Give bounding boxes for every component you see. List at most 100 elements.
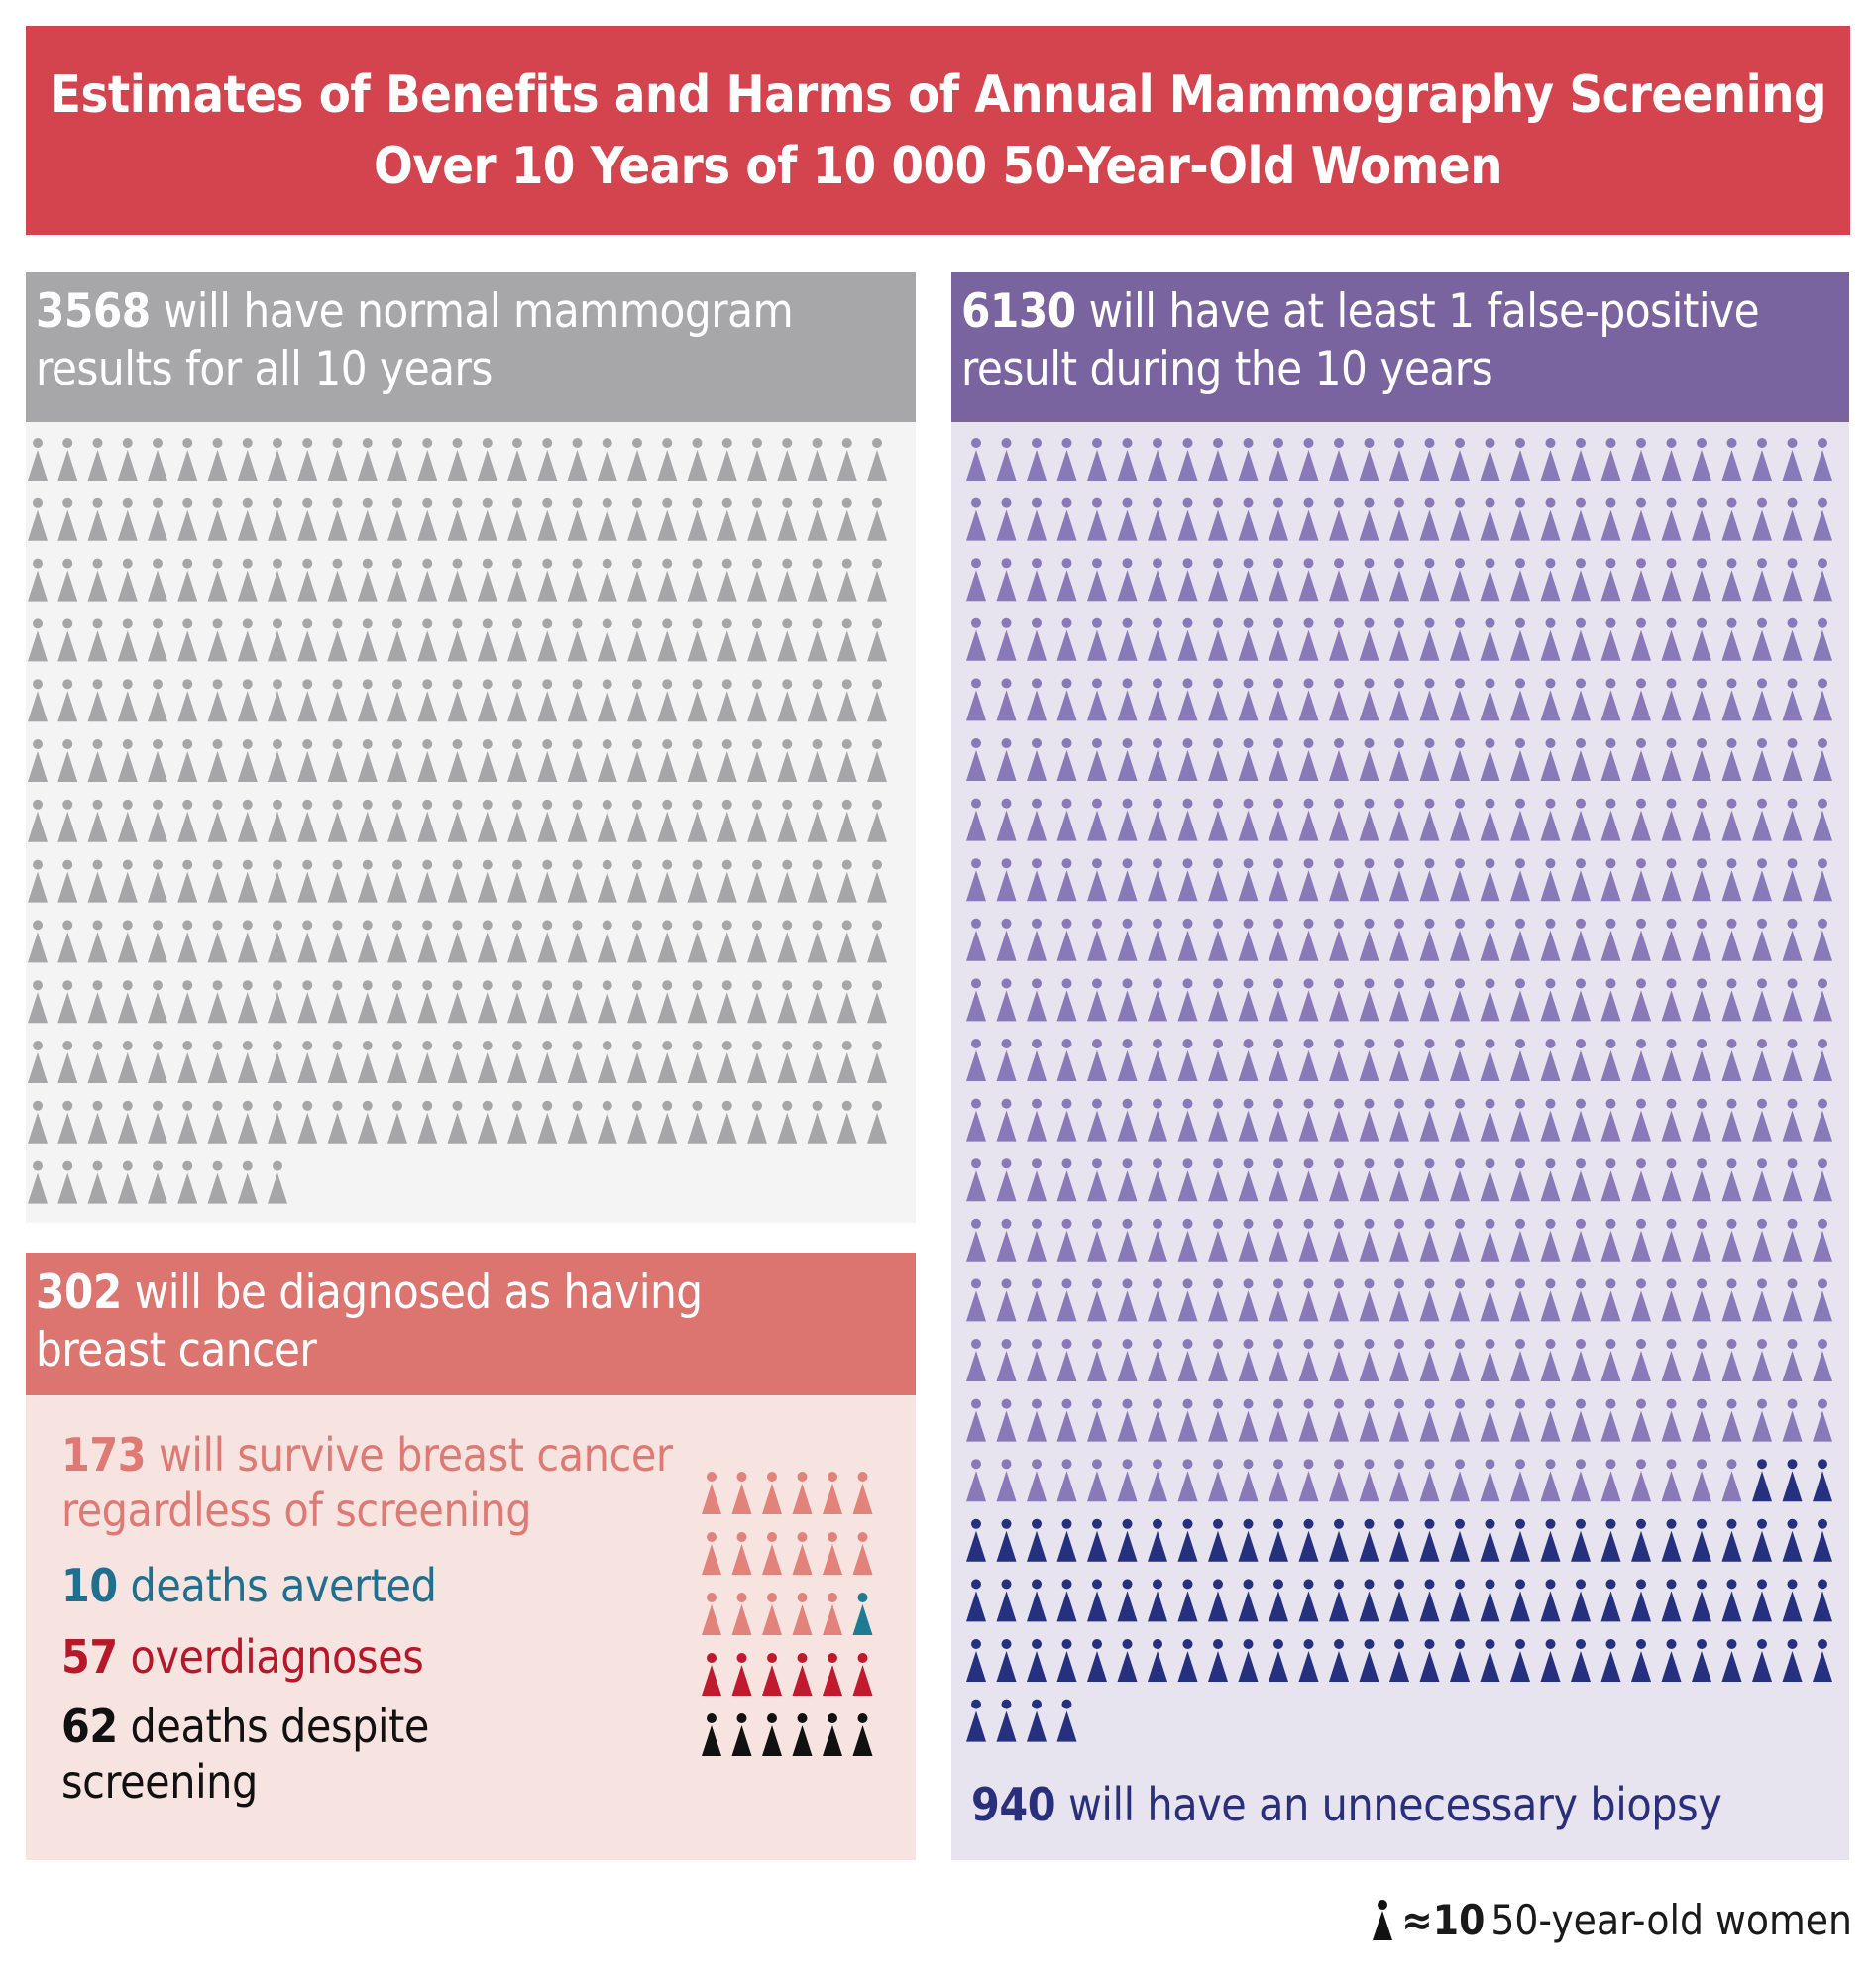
woman-icon-normal xyxy=(807,980,828,1024)
woman-icon-false-positive xyxy=(1813,918,1832,961)
woman-icon-false-positive xyxy=(1329,1398,1349,1442)
woman-icon-normal xyxy=(207,799,228,842)
woman-icon-false-positive xyxy=(1752,617,1772,661)
woman-icon-false-positive xyxy=(1359,1339,1379,1381)
woman-icon-biopsy xyxy=(1298,1639,1319,1682)
woman-icon-false-positive xyxy=(1087,798,1107,841)
woman-icon-normal xyxy=(537,739,558,782)
woman-icon-false-positive xyxy=(1721,1398,1742,1442)
woman-icon-normal xyxy=(207,980,228,1024)
woman-icon-false-positive xyxy=(1117,497,1138,541)
woman-icon-survive xyxy=(702,1472,721,1514)
woman-icon-normal xyxy=(567,679,588,722)
woman-icon-false-positive xyxy=(1782,1039,1803,1081)
woman-icon-normal xyxy=(87,1041,108,1083)
woman-icon-normal xyxy=(687,438,708,481)
woman-icon-survive xyxy=(852,1472,873,1514)
woman-icon-false-positive xyxy=(1269,1218,1288,1262)
woman-icon-normal xyxy=(717,739,737,782)
woman-icon-normal xyxy=(747,618,767,662)
woman-icon-normal xyxy=(447,739,468,782)
woman-icon-false-positive xyxy=(1117,858,1138,902)
woman-icon-false-positive xyxy=(1298,978,1319,1022)
woman-icon-false-positive xyxy=(1087,1278,1107,1322)
woman-icon-normal xyxy=(148,859,167,903)
woman-icon-biopsy xyxy=(1540,1518,1561,1562)
woman-icon-false-positive xyxy=(1208,798,1228,841)
woman-icon-false-positive xyxy=(1419,1158,1440,1202)
woman-icon-false-positive xyxy=(1450,1039,1470,1081)
woman-icon-biopsy xyxy=(1540,1579,1561,1622)
woman-icon-false-positive xyxy=(1208,1278,1228,1322)
woman-icon-biopsy xyxy=(1661,1579,1682,1622)
woman-icon-false-positive xyxy=(996,918,1017,961)
woman-icon-normal xyxy=(297,1100,318,1144)
woman-icon-false-positive xyxy=(1692,1278,1711,1322)
woman-icon-biopsy xyxy=(1510,1518,1530,1562)
legend-text: 50-year-old women xyxy=(1490,1896,1852,1944)
woman-icon-normal xyxy=(268,1160,287,1204)
woman-icon-false-positive xyxy=(1269,858,1288,902)
woman-icon-normal xyxy=(268,980,287,1024)
woman-icon-false-positive xyxy=(1571,678,1591,721)
woman-icon-normal xyxy=(867,799,887,842)
woman-icon-false-positive xyxy=(1540,617,1561,661)
woman-icon-false-positive xyxy=(1782,738,1803,781)
woman-icon-normal xyxy=(717,799,737,842)
woman-icon-normal xyxy=(117,920,138,963)
woman-icon-biopsy xyxy=(1752,1579,1772,1622)
woman-icon-biopsy xyxy=(1419,1518,1440,1562)
woman-icon-false-positive xyxy=(1329,858,1349,902)
woman-icon-false-positive xyxy=(1329,558,1349,602)
woman-icon-normal xyxy=(777,739,798,782)
woman-icon-false-positive xyxy=(1692,1339,1711,1381)
woman-icon-biopsy xyxy=(1510,1639,1530,1682)
woman-icon-false-positive xyxy=(1148,1339,1167,1381)
woman-icon-false-positive xyxy=(1571,438,1591,481)
woman-icon-false-positive xyxy=(1087,1098,1107,1142)
woman-icon-false-positive xyxy=(1359,978,1379,1022)
woman-icon-false-positive xyxy=(1450,738,1470,781)
woman-icon-false-positive xyxy=(1419,1278,1440,1322)
woman-icon-false-positive xyxy=(1540,1039,1561,1081)
woman-icon-biopsy xyxy=(1813,1459,1832,1502)
woman-icon-false-positive xyxy=(1329,497,1349,541)
woman-icon-false-positive xyxy=(1208,438,1228,481)
woman-icon-false-positive xyxy=(1177,617,1198,661)
woman-icon-normal xyxy=(627,679,647,722)
woman-icon-false-positive xyxy=(1540,918,1561,961)
woman-icon-normal xyxy=(447,618,468,662)
woman-icon-biopsy xyxy=(1177,1579,1198,1622)
woman-icon-normal xyxy=(807,497,828,541)
woman-icon-false-positive xyxy=(1177,1039,1198,1081)
title-line-2: Over 10 Years of 10 000 50-Year-Old Wome… xyxy=(374,136,1502,196)
woman-icon-normal xyxy=(747,980,767,1024)
woman-icon-false-positive xyxy=(1238,678,1259,721)
woman-icon-normal xyxy=(537,1100,558,1144)
woman-icon-normal xyxy=(28,1100,48,1144)
woman-icon-false-positive xyxy=(1027,438,1047,481)
woman-icon-false-positive xyxy=(1419,558,1440,602)
woman-icon-normal xyxy=(387,558,407,602)
woman-icon-false-positive xyxy=(1540,438,1561,481)
woman-icon-false-positive xyxy=(1117,738,1138,781)
woman-icon-false-positive xyxy=(1692,1039,1711,1081)
woman-icon-normal xyxy=(297,497,318,541)
woman-icon-false-positive xyxy=(1177,497,1198,541)
woman-icon-survive xyxy=(792,1593,813,1635)
biopsy-text: will have an unnecessary biopsy xyxy=(1067,1778,1722,1831)
woman-icon-normal xyxy=(87,739,108,782)
woman-icon-false-positive xyxy=(966,978,986,1022)
woman-icon-biopsy xyxy=(1329,1579,1349,1622)
woman-icon-normal xyxy=(836,679,857,722)
woman-icon-biopsy xyxy=(1571,1518,1591,1562)
woman-icon-false-positive xyxy=(966,1158,986,1202)
woman-icon-false-positive xyxy=(1631,1339,1651,1381)
woman-icon-false-positive xyxy=(1813,738,1832,781)
woman-icon-biopsy xyxy=(1600,1639,1621,1682)
woman-icon-false-positive xyxy=(966,798,986,841)
title-line-1: Estimates of Benefits and Harms of Annua… xyxy=(50,64,1826,125)
woman-icon-normal xyxy=(627,497,647,541)
woman-icon-false-positive xyxy=(1571,558,1591,602)
